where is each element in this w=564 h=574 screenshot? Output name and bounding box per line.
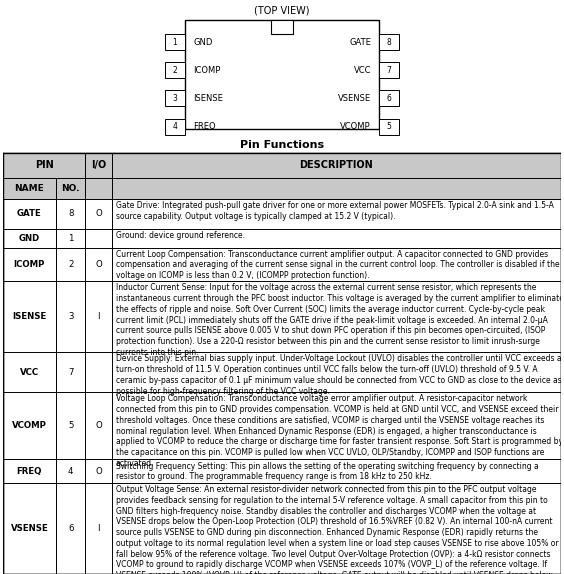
Text: 1: 1	[173, 38, 177, 46]
Text: GATE: GATE	[349, 38, 371, 46]
Text: I: I	[98, 312, 100, 321]
Text: 5: 5	[68, 421, 73, 430]
Bar	[165, 90, 185, 107]
Text: 4: 4	[173, 122, 178, 131]
Text: I: I	[98, 524, 100, 533]
Text: FREQ: FREQ	[17, 467, 42, 476]
Text: ISENSE: ISENSE	[193, 94, 223, 103]
Text: GND: GND	[19, 234, 40, 243]
Text: Gate Drive: Integrated push-pull gate driver for one or more external power MOSF: Gate Drive: Integrated push-pull gate dr…	[116, 201, 553, 221]
Text: 2: 2	[68, 260, 73, 269]
Text: Switching Frequency Setting: This pin allows the setting of the operating switch: Switching Frequency Setting: This pin al…	[116, 461, 539, 481]
Text: O: O	[95, 210, 102, 218]
Text: NO.: NO.	[61, 184, 80, 193]
Text: VCC: VCC	[20, 367, 39, 377]
Text: VSENSE: VSENSE	[11, 524, 48, 533]
Text: ICOMP: ICOMP	[14, 260, 45, 269]
Text: 5: 5	[386, 122, 391, 131]
Text: ISENSE: ISENSE	[12, 312, 46, 321]
Bar	[185, 20, 379, 129]
Text: VSENSE: VSENSE	[338, 94, 371, 103]
Bar	[3, 153, 561, 178]
Text: 8: 8	[68, 210, 73, 218]
Text: Device Supply: External bias supply input. Under-Voltage Lockout (UVLO) disables: Device Supply: External bias supply inpu…	[116, 354, 561, 395]
Text: FREQ: FREQ	[193, 122, 215, 131]
Bar	[379, 34, 399, 51]
Text: O: O	[95, 421, 102, 430]
Text: ICOMP: ICOMP	[193, 66, 221, 75]
Text: NAME: NAME	[15, 184, 44, 193]
Text: Current Loop Compensation: Transconductance current amplifier output. A capacito: Current Loop Compensation: Transconducta…	[116, 250, 559, 280]
Text: PIN: PIN	[35, 160, 54, 170]
Text: 3: 3	[173, 94, 178, 103]
Text: 7: 7	[68, 367, 73, 377]
Bar	[165, 34, 185, 51]
Text: 2: 2	[173, 66, 177, 75]
Text: 3: 3	[68, 312, 73, 321]
Text: Pin Functions: Pin Functions	[240, 140, 324, 150]
Text: Voltage Loop Compensation: Transconductance voltage error amplifier output. A re: Voltage Loop Compensation: Transconducta…	[116, 394, 563, 468]
Bar	[271, 20, 293, 34]
Text: Output Voltage Sense: An external resistor-divider network connected from this p: Output Voltage Sense: An external resist…	[116, 485, 558, 574]
Text: GATE: GATE	[17, 210, 42, 218]
Text: DESCRIPTION: DESCRIPTION	[299, 160, 373, 170]
Text: Ground: device ground reference.: Ground: device ground reference.	[116, 231, 245, 240]
Text: 1: 1	[68, 234, 73, 243]
Bar	[3, 178, 561, 199]
Text: GND: GND	[193, 38, 213, 46]
Bar	[379, 119, 399, 135]
Text: (TOP VIEW): (TOP VIEW)	[254, 5, 310, 15]
Text: VCOMP: VCOMP	[341, 122, 371, 131]
Text: O: O	[95, 467, 102, 476]
Text: 8: 8	[387, 38, 391, 46]
Text: 6: 6	[68, 524, 73, 533]
Text: VCC: VCC	[354, 66, 371, 75]
Text: Inductor Current Sense: Input for the voltage across the external current sense : Inductor Current Sense: Input for the vo…	[116, 284, 563, 357]
Text: O: O	[95, 260, 102, 269]
Text: VCOMP: VCOMP	[12, 421, 47, 430]
Bar	[165, 63, 185, 78]
Text: I/O: I/O	[91, 160, 106, 170]
Bar	[379, 63, 399, 78]
Bar	[165, 119, 185, 135]
Bar	[379, 90, 399, 107]
Text: 7: 7	[386, 66, 391, 75]
Text: 4: 4	[68, 467, 73, 476]
Text: 6: 6	[386, 94, 391, 103]
